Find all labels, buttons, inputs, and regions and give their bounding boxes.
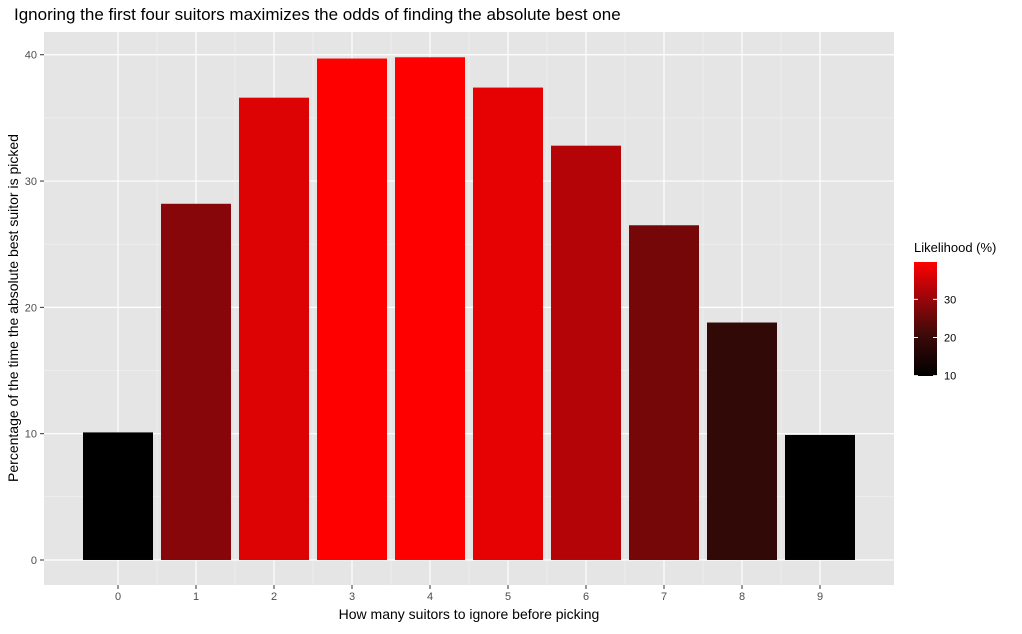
x-axis-title: How many suitors to ignore before pickin… — [339, 606, 600, 622]
y-axis-title: Percentage of the time the absolute best… — [5, 134, 21, 482]
bar-8 — [707, 322, 777, 560]
legend-tick-label: 20 — [944, 332, 956, 344]
x-tick-label: 5 — [505, 591, 511, 603]
chart-title: Ignoring the first four suitors maximize… — [14, 5, 621, 24]
bar-4 — [395, 57, 465, 560]
bar-2 — [239, 97, 309, 560]
legend-tick-label: 10 — [944, 371, 956, 383]
bars — [83, 57, 855, 560]
bar-9 — [785, 434, 855, 560]
bar-3 — [317, 58, 387, 560]
y-tick-label: 40 — [25, 50, 37, 62]
x-tick-label: 4 — [427, 591, 433, 603]
bar-5 — [473, 87, 543, 560]
x-tick-label: 6 — [583, 591, 589, 603]
y-axis: 0 10 20 30 40 — [25, 50, 44, 567]
y-tick-label: 30 — [25, 176, 37, 188]
y-tick-label: 20 — [25, 302, 37, 314]
bar-0 — [83, 432, 153, 560]
x-tick-label: 8 — [739, 591, 745, 603]
legend-colorbar — [914, 262, 937, 376]
x-tick-label: 0 — [115, 591, 121, 603]
bar-6 — [551, 145, 621, 560]
legend-tick-label: 30 — [944, 294, 956, 306]
bar-1 — [161, 203, 231, 560]
legend-title: Likelihood (%) — [914, 240, 996, 255]
x-tick-label: 9 — [817, 591, 823, 603]
x-tick-label: 3 — [349, 591, 355, 603]
legend: Likelihood (%) 10 20 30 — [914, 240, 996, 383]
x-tick-label: 2 — [271, 591, 277, 603]
x-tick-label: 7 — [661, 591, 667, 603]
x-tick-label: 1 — [193, 591, 199, 603]
x-axis: 0 1 2 3 4 5 6 7 8 9 — [115, 585, 823, 603]
bar-7 — [629, 225, 699, 560]
legend-ticks: 10 20 30 — [914, 294, 956, 383]
y-tick-label: 10 — [25, 429, 37, 441]
y-tick-label: 0 — [31, 555, 37, 567]
